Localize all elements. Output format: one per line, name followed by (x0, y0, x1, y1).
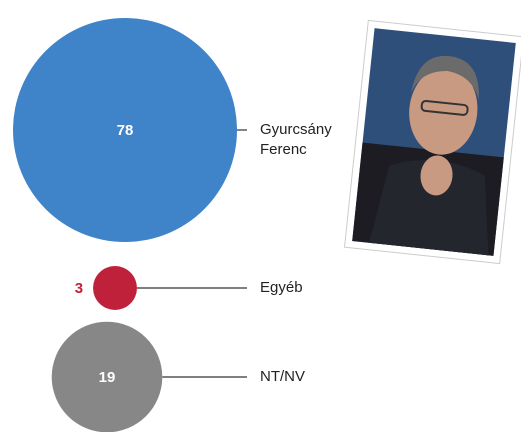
category-label: Egyéb (260, 278, 345, 298)
value-label: 78 (117, 122, 134, 139)
page: 78 3 19 Gyurcsány Ferenc Egyéb NT/NV (0, 0, 521, 432)
bubble (93, 266, 137, 310)
category-label: Gyurcsány Ferenc (260, 120, 345, 160)
photo (345, 20, 521, 263)
value-label: 3 (75, 280, 83, 297)
category-label: NT/NV (260, 367, 345, 387)
value-label: 19 (99, 369, 116, 386)
